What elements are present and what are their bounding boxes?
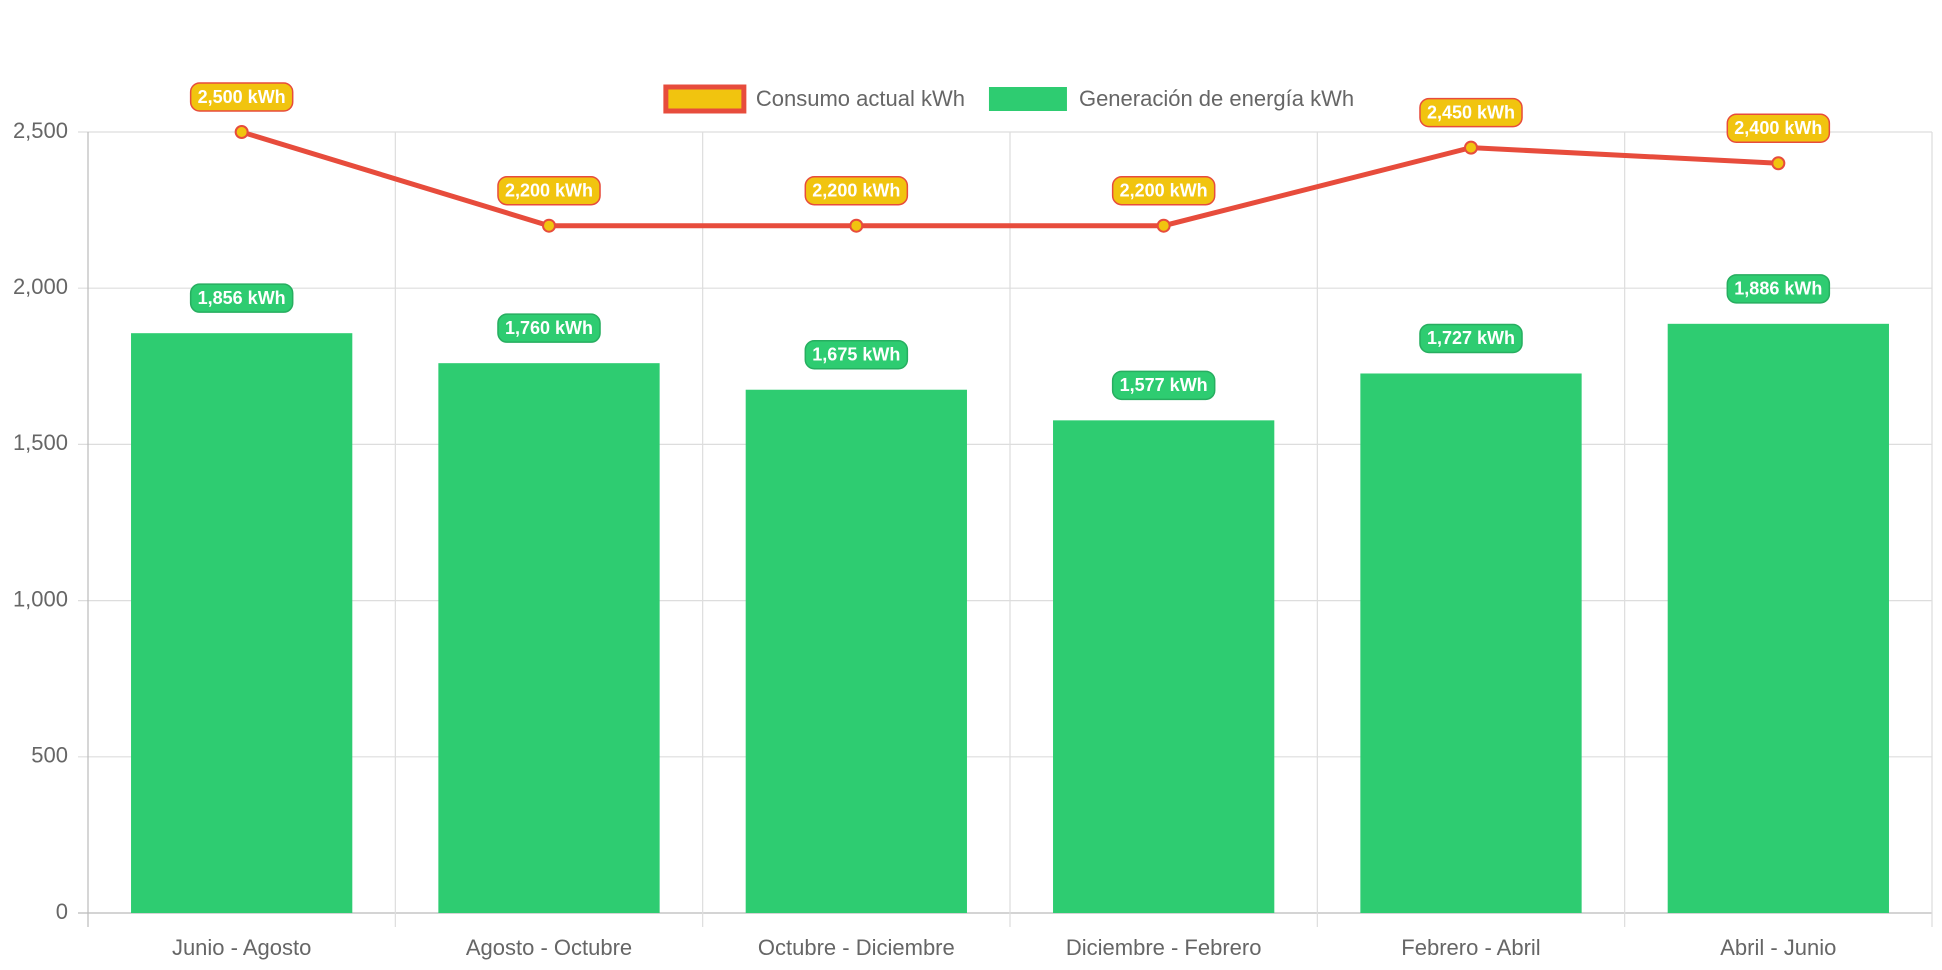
data-label: 1,727 kWh	[1419, 323, 1523, 354]
x-tick-label: Diciembre - Febrero	[1066, 935, 1262, 960]
x-tick-label: Junio - Agosto	[172, 935, 311, 960]
data-label-text: 2,200 kWh	[1120, 180, 1208, 200]
data-label-text: 1,675 kWh	[812, 344, 900, 364]
data-label-text: 1,760 kWh	[505, 318, 593, 338]
data-label: 2,200 kWh	[497, 175, 601, 206]
data-label-text: 2,450 kWh	[1427, 102, 1515, 122]
point	[542, 218, 556, 233]
x-tick-label: Agosto - Octubre	[466, 935, 632, 960]
data-label: 2,500 kWh	[189, 82, 294, 112]
bar	[1360, 373, 1582, 913]
y-tick-label: 2,500	[13, 118, 68, 143]
data-label: 1,577 kWh	[1111, 370, 1216, 401]
data-label: 2,450 kWh	[1419, 97, 1523, 128]
data-label-bg	[1726, 113, 1831, 143]
legend-swatch	[663, 84, 747, 114]
data-label-bg	[189, 82, 294, 112]
y-tick-label: 0	[56, 899, 68, 924]
data-label-bg	[1419, 97, 1523, 128]
data-label-bg	[1726, 274, 1831, 304]
y-tick-label: 1,500	[13, 430, 68, 455]
data-label-bg	[1111, 370, 1216, 401]
bar	[131, 333, 353, 913]
y-tick-label: 2,000	[13, 274, 68, 299]
bar	[438, 363, 660, 913]
legend-swatch	[988, 87, 1067, 111]
legend-label: Generación de energía kWh	[1079, 86, 1354, 111]
data-label-text: 2,500 kWh	[198, 87, 286, 107]
line	[240, 129, 1779, 229]
data-label-bg	[804, 339, 909, 370]
data-label-bg	[1419, 323, 1523, 354]
point	[1464, 140, 1478, 155]
data-label-text: 1,856 kWh	[198, 288, 286, 308]
x-tick-label: Febrero - Abril	[1401, 935, 1540, 960]
point	[849, 218, 864, 233]
data-label-text: 1,727 kWh	[1427, 328, 1515, 348]
data-label: 2,200 kWh	[804, 175, 909, 206]
data-label-bg	[189, 283, 294, 313]
y-tick-label: 1,000	[13, 586, 68, 611]
bar	[745, 389, 967, 914]
data-label: 1,760 kWh	[497, 313, 601, 343]
legend-label: Consumo actual kWh	[756, 86, 965, 111]
data-label-bg	[804, 175, 909, 206]
x-tick-label: Abril - Junio	[1720, 935, 1836, 960]
data-label-text: 2,200 kWh	[812, 180, 900, 200]
data-label: 1,675 kWh	[804, 339, 909, 370]
y-tick-label: 500	[31, 743, 68, 768]
point	[1156, 218, 1171, 233]
data-label-text: 2,400 kWh	[1734, 118, 1822, 138]
data-label-text: 1,577 kWh	[1120, 375, 1208, 395]
data-label: 1,886 kWh	[1726, 274, 1831, 304]
bar	[1667, 323, 1889, 913]
data-label-bg	[497, 175, 601, 206]
x-tick-label: Octubre - Diciembre	[758, 935, 955, 960]
data-label-text: 1,886 kWh	[1734, 279, 1822, 299]
bar	[1053, 420, 1275, 913]
data-label-text: 2,200 kWh	[505, 180, 593, 200]
data-label: 2,400 kWh	[1726, 113, 1831, 143]
point	[1771, 156, 1786, 171]
legend: Consumo actual kWh Generación de energía …	[663, 84, 1354, 114]
point	[234, 125, 249, 139]
data-label: 2,200 kWh	[1111, 175, 1216, 206]
data-label: 1,856 kWh	[189, 283, 294, 313]
data-label-bg	[497, 313, 601, 343]
data-label-bg	[1111, 175, 1216, 206]
